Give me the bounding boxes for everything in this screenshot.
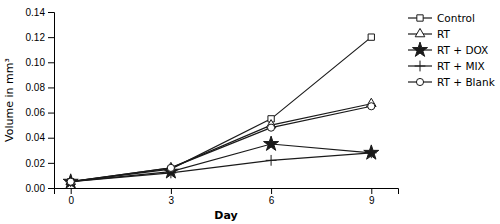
marker	[65, 176, 76, 187]
legend-symbol	[416, 78, 423, 85]
tick: 6	[269, 188, 275, 206]
chart: 0 3 6 9 0.00 0.02 0.04 0.06 0.08 0.10 0.12 0.14 Day V…	[0, 0, 500, 224]
axis-line	[55, 189, 399, 195]
series	[65, 147, 376, 187]
tick-mark	[48, 188, 54, 189]
tick-label: 0.12	[26, 32, 46, 43]
line	[71, 104, 372, 182]
tick: 0.08	[26, 82, 54, 93]
tick-label: 0.00	[26, 183, 46, 194]
tick-label: 0.02	[26, 158, 46, 169]
tick: 0.12	[26, 32, 54, 43]
x-axis: 0 3 6 9	[55, 188, 399, 206]
legend-item: RT	[408, 28, 451, 40]
tick-mark	[271, 188, 272, 194]
tick-label: 0	[68, 195, 74, 206]
legend-item: RT + Blank	[408, 76, 496, 88]
y-axis-title: Volume in mm³	[3, 58, 16, 142]
legend-label: Control	[437, 12, 475, 24]
tick-mark	[48, 138, 54, 139]
tick: 3	[169, 188, 175, 206]
tick-mark	[48, 87, 54, 88]
legend-label: RT + Blank	[437, 76, 496, 88]
tick: 0.06	[26, 107, 54, 118]
tick: 0.14	[26, 7, 54, 18]
plot: 0 3 6 9 0.00 0.02 0.04 0.06 0.08 0.10 0.12 0.14	[26, 7, 399, 206]
series	[63, 136, 379, 188]
tick: 0.04	[26, 132, 54, 143]
tick: 0	[68, 188, 74, 206]
line	[71, 153, 372, 182]
tick-label: 9	[369, 195, 375, 206]
tick-label: 0.08	[26, 82, 46, 93]
line	[71, 106, 372, 181]
legend-item: RT + MIX	[408, 60, 485, 72]
tick-label: 0.06	[26, 107, 46, 118]
legend-symbol	[412, 42, 427, 56]
y-axis: 0.00 0.02 0.04 0.06 0.08 0.10 0.12 0.14	[26, 7, 55, 194]
tick-label: 6	[269, 195, 275, 206]
legend-symbol	[415, 28, 425, 36]
legend: Control RT RT + DOX RT + MIX RT + Blank	[408, 12, 496, 88]
tick-label: 0.04	[26, 132, 46, 143]
legend-item: RT + DOX	[408, 42, 488, 56]
tick-label: 3	[169, 195, 175, 206]
legend-item: Control	[408, 12, 475, 24]
tick-mark	[48, 37, 54, 38]
marker	[68, 179, 74, 185]
series	[66, 98, 376, 184]
tick-mark	[171, 188, 172, 194]
legend-label: RT	[437, 28, 451, 40]
tick: 0.00	[26, 183, 54, 194]
tick-mark	[48, 62, 54, 63]
tick-label: 0.10	[26, 57, 46, 68]
marker	[366, 147, 377, 158]
marker	[67, 178, 74, 185]
tick-mark	[48, 163, 54, 164]
legend-symbol	[417, 15, 423, 21]
marker	[368, 103, 375, 110]
marker	[167, 164, 174, 171]
legend-label: RT + DOX	[437, 44, 488, 56]
tick: 0.10	[26, 57, 54, 68]
x-axis-title: Day	[214, 209, 237, 222]
tick-label: 0.14	[26, 7, 46, 18]
marker	[264, 136, 279, 150]
legend-label: RT + MIX	[437, 60, 485, 72]
legend-symbol	[415, 61, 426, 72]
tick-mark	[48, 12, 54, 13]
marker	[368, 34, 374, 40]
marker	[268, 124, 275, 131]
line	[71, 37, 372, 182]
tick-mark	[71, 188, 72, 194]
marker	[266, 155, 277, 166]
series	[68, 34, 375, 185]
tick: 9	[369, 188, 375, 206]
marks	[63, 34, 379, 188]
tick-mark	[371, 188, 372, 194]
marker	[364, 145, 379, 159]
tick: 0.02	[26, 158, 54, 169]
tick-mark	[48, 113, 54, 114]
axis-line	[48, 13, 55, 189]
series	[67, 103, 375, 186]
